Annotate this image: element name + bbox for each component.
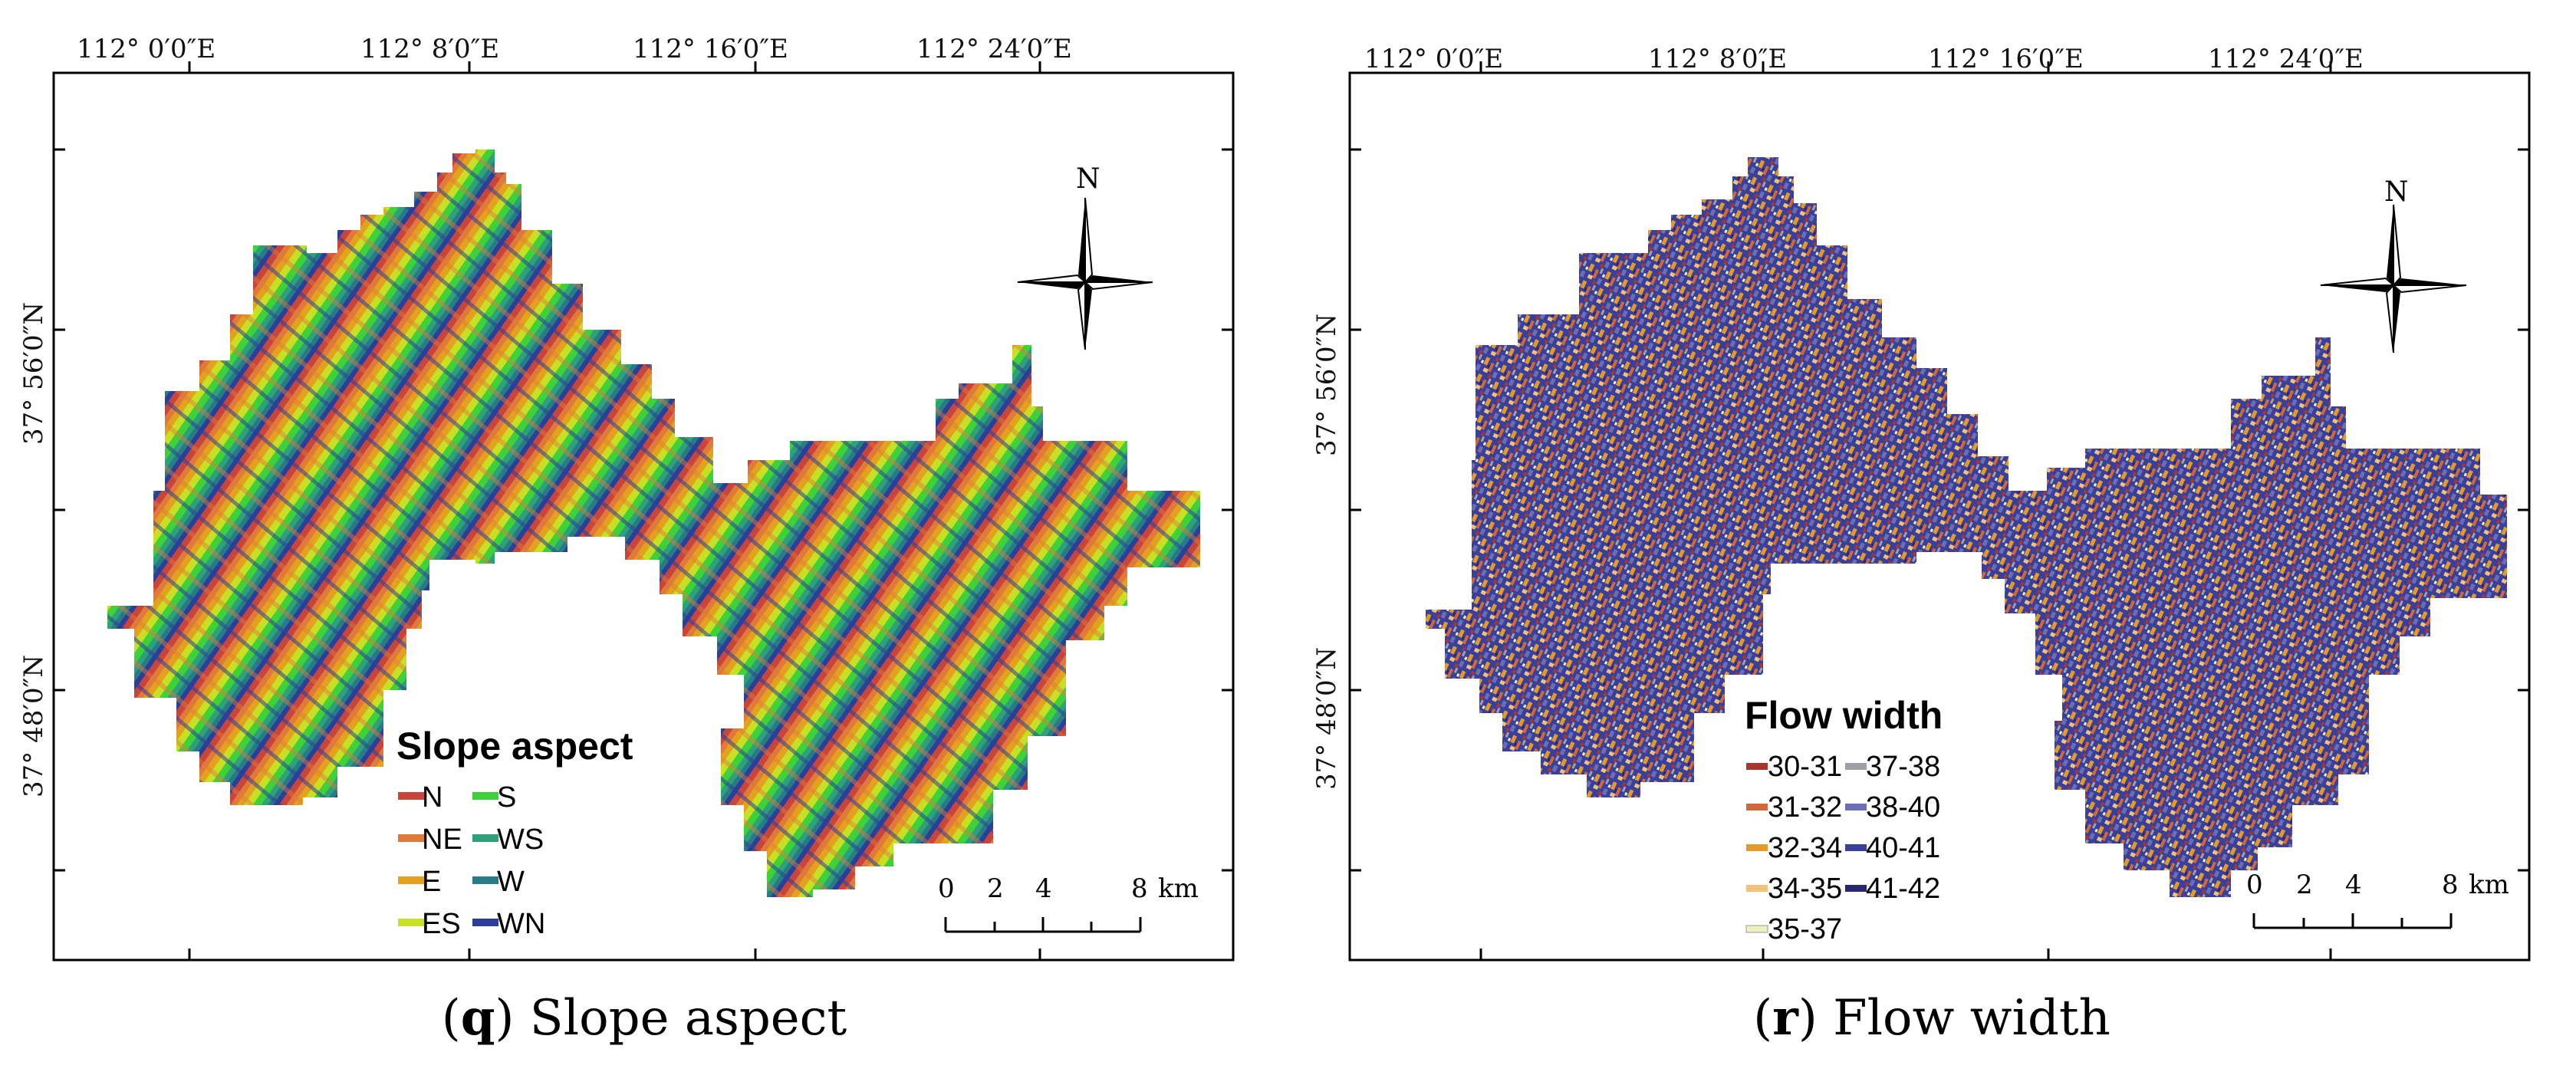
map-flow-width: 112° 0′0″E 112° 8′0″E 112° 16′0″E 112° 2… [1311, 44, 2531, 962]
caption: (r) Flow width [1753, 989, 2110, 1047]
watershed-texture [107, 150, 1200, 897]
legend-item: W [472, 866, 525, 898]
legend-item: 38-40 [1845, 791, 1940, 824]
north-arrow-icon [1017, 197, 1153, 350]
lat-tick-label: 37° 56′0″N [1311, 314, 1342, 456]
legend-label: 38-40 [1866, 791, 1940, 824]
legend-swatch [1845, 763, 1867, 770]
lat-tick-label: 37° 48′0″N [1311, 647, 1342, 790]
lat-tick-label: 37° 48′0″N [18, 655, 49, 797]
legend-swatch [1746, 885, 1768, 892]
map-slope-aspect: 112° 0′0″E 112° 8′0″E 112° 16′0″E 112° 2… [18, 34, 1235, 962]
legend-item: WS [472, 824, 544, 856]
legend-label: ES [422, 908, 461, 940]
scale-unit: km [2469, 870, 2509, 900]
region-gap [414, 552, 583, 736]
legend-item: 40-41 [1845, 832, 1940, 864]
legend-label: S [497, 781, 516, 814]
legend-swatch [398, 876, 424, 884]
legend-label: 31-32 [1768, 791, 1842, 824]
legend-swatch [1745, 925, 1768, 933]
legend-item: WN [472, 908, 545, 940]
legend-item: NE [398, 824, 462, 856]
north-label: N [1076, 163, 1100, 195]
legend-slope-aspect: Slope aspect N NE E ES S [396, 725, 633, 940]
legend-label: 35-37 [1768, 913, 1842, 945]
lon-tick-label: 112° 8′0″E [1648, 44, 1787, 74]
legend-swatch [1845, 844, 1867, 851]
legend-label: 37-38 [1866, 751, 1940, 783]
legend-label: 32-34 [1768, 832, 1842, 864]
legend-label: W [497, 866, 525, 898]
legend-swatch [1845, 804, 1867, 810]
legend-item: 34-35 [1746, 873, 1842, 905]
lon-tick-label: 112° 0′0″E [77, 34, 215, 64]
legend-label: WN [497, 908, 545, 940]
lon-tick-label: 112° 24′0″E [2208, 44, 2364, 74]
lon-tick-label: 112° 24′0″E [916, 34, 1072, 64]
legend-swatch [398, 792, 424, 800]
legend-label: 34-35 [1768, 873, 1842, 905]
scale-label: 8 [1131, 873, 1148, 904]
legend-swatch [472, 876, 498, 884]
legend-swatch [1746, 804, 1768, 810]
legend-label: NE [422, 824, 462, 856]
legend-item: E [398, 866, 441, 898]
scale-bar: 0 2 4 8 km [938, 873, 1199, 933]
legend-flow-width: Flow width 30-31 31-32 32-34 34-35 35-37 [1745, 694, 1943, 945]
legend-item: ES [398, 908, 461, 940]
legend-item: 35-37 [1745, 913, 1842, 945]
scale-label: 4 [1035, 873, 1052, 904]
lon-tick-label: 112° 8′0″E [360, 34, 499, 64]
legend-label: E [422, 866, 441, 898]
scale-bar: 0 2 4 8 km [2246, 870, 2509, 929]
panel-flow-width: 112° 0′0″E 112° 8′0″E 112° 16′0″E 112° 2… [1288, 0, 2576, 1085]
scale-label: 8 [2442, 870, 2459, 900]
scale-label: 2 [2296, 870, 2313, 900]
legend-item: N [398, 781, 442, 814]
caption: (q) Slope aspect [441, 989, 847, 1047]
legend-item: 31-32 [1746, 791, 1842, 824]
legend-label: 41-42 [1866, 873, 1940, 905]
legend-label: N [422, 781, 442, 814]
scale-unit: km [1158, 873, 1199, 904]
legend-swatch [472, 834, 498, 842]
legend-item: 32-34 [1746, 832, 1842, 864]
panel-slope-aspect: 112° 0′0″E 112° 8′0″E 112° 16′0″E 112° 2… [18, 34, 1235, 1047]
watershed-region [1426, 157, 2507, 897]
scale-label: 4 [2345, 870, 2362, 900]
legend-item: S [472, 781, 516, 814]
legend-label: 30-31 [1768, 751, 1842, 783]
legend-swatch [398, 919, 424, 926]
scale-label: 0 [938, 873, 955, 904]
legend-label: 40-41 [1866, 832, 1940, 864]
caption-letter: q [460, 989, 495, 1047]
north-label: N [2384, 176, 2409, 208]
legend-title: Flow width [1745, 694, 1943, 737]
north-arrow-icon [2320, 204, 2467, 353]
legend-swatch [472, 919, 498, 926]
caption-letter: r [1772, 989, 1798, 1047]
lon-tick-label: 112° 16′0″E [1928, 44, 2084, 74]
scale-label: 0 [2246, 870, 2263, 900]
legend-swatch [472, 792, 498, 800]
legend-swatch [1746, 763, 1768, 770]
legend-swatch [1845, 885, 1867, 892]
legend-swatch [398, 834, 424, 842]
legend-item: 30-31 [1746, 751, 1842, 783]
lon-tick-label: 112° 16′0″E [633, 34, 788, 64]
legend-item: 41-42 [1845, 873, 1940, 905]
region-gap [1763, 564, 1924, 728]
caption-text: Slope aspect [514, 990, 847, 1047]
legend-label: WS [497, 824, 544, 856]
scale-label: 2 [987, 873, 1004, 904]
lat-tick-label: 37° 56′0″N [18, 302, 49, 445]
legend-title: Slope aspect [396, 725, 633, 768]
caption-text: Flow width [1817, 990, 2110, 1047]
legend-swatch [1746, 844, 1768, 851]
legend-item: 37-38 [1845, 751, 1940, 783]
lon-tick-label: 112° 0′0″E [1364, 44, 1503, 74]
